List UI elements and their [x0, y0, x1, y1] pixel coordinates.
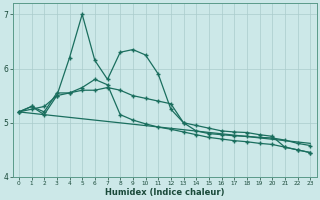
X-axis label: Humidex (Indice chaleur): Humidex (Indice chaleur)	[105, 188, 224, 197]
